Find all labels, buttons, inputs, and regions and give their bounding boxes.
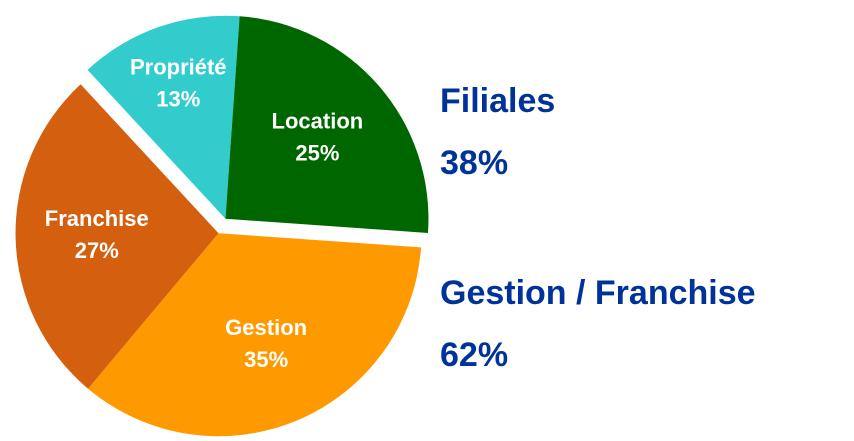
slice-percent: 25% [295, 141, 339, 166]
slice-name: Franchise [45, 206, 149, 231]
slice-percent: 35% [244, 347, 288, 372]
pie-slice [225, 16, 429, 233]
slice-percent: 13% [156, 87, 200, 112]
slice-group: Gestion 35% Franchise 27% [15, 84, 422, 437]
slice-percent: 27% [75, 238, 119, 263]
slice-name: Gestion [225, 315, 307, 340]
group-percent: 38% [440, 144, 508, 182]
pie-slice [87, 15, 240, 219]
pie-slice [15, 84, 219, 389]
slice-name: Location [272, 109, 364, 134]
pie-slice [88, 233, 422, 437]
group-name: Gestion / Franchise [440, 274, 756, 312]
slice-name: Propriété [130, 55, 227, 80]
slice-group: Propriété 13% Location 25% [87, 15, 429, 233]
group-percent: 62% [440, 336, 508, 374]
group-name: Filiales [440, 82, 555, 120]
